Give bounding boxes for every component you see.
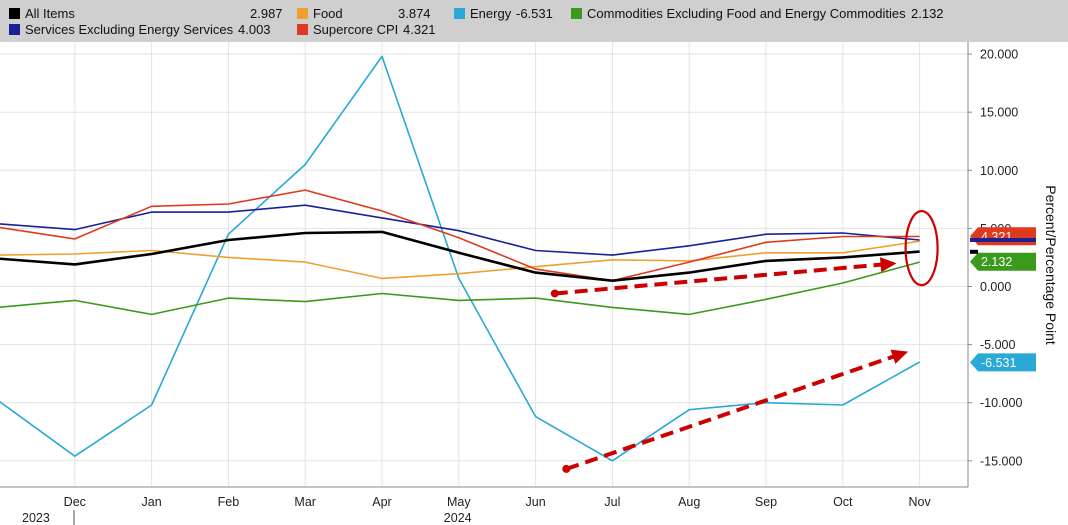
x-year-label: 2024 bbox=[444, 511, 472, 525]
legend-label: Energy bbox=[470, 6, 512, 21]
grid bbox=[0, 42, 968, 487]
x-tick-label: Mar bbox=[294, 495, 316, 509]
series-line bbox=[0, 55, 920, 462]
x-tick-label: Feb bbox=[218, 495, 240, 509]
arrow-head bbox=[879, 257, 897, 273]
value-badge-shape bbox=[970, 252, 1036, 271]
series-line bbox=[0, 204, 920, 256]
legend: All Items 2.987 Food 3.874 Energy -6.531 Commo… bbox=[0, 0, 1068, 42]
legend-swatch bbox=[9, 24, 20, 35]
legend-swatch bbox=[571, 8, 582, 19]
legend-value: 4.321 bbox=[403, 22, 436, 37]
trend-arrow bbox=[562, 349, 909, 473]
x-tick-label: Apr bbox=[372, 495, 391, 509]
legend-swatch bbox=[297, 24, 308, 35]
legend-value: 2.987 bbox=[250, 6, 283, 21]
y-tick-label: -5.000 bbox=[980, 338, 1015, 352]
y-tick-label: 10.000 bbox=[980, 164, 1018, 178]
series-line bbox=[0, 230, 920, 282]
value-badge: 2.132 bbox=[970, 252, 1036, 271]
series-line bbox=[0, 261, 920, 316]
x-tick-label: Nov bbox=[908, 495, 931, 509]
y-tick-label: 20.000 bbox=[980, 48, 1018, 62]
y-axis-title: Percent/Percentage Point bbox=[1043, 185, 1059, 345]
x-year-label: 2023 bbox=[22, 511, 50, 525]
y-tick-label: 15.000 bbox=[980, 106, 1018, 120]
value-badge-shape bbox=[970, 353, 1036, 372]
x-tick-label: Aug bbox=[678, 495, 700, 509]
legend-value: 4.003 bbox=[238, 22, 271, 37]
x-tick-label: Dec bbox=[64, 495, 86, 509]
value-badge: 4.321 bbox=[970, 227, 1036, 246]
legend-value: -6.531 bbox=[516, 6, 553, 21]
legend-label: Commodities Excluding Food and Energy Co… bbox=[587, 6, 906, 21]
legend-value: 3.874 bbox=[398, 6, 431, 21]
value-badge-marker bbox=[970, 249, 978, 254]
legend-label: Supercore CPI bbox=[313, 22, 399, 37]
trend-arrow bbox=[550, 257, 897, 298]
legend-label: Services Excluding Energy Services bbox=[25, 22, 234, 37]
x-tick-label: Oct bbox=[833, 495, 853, 509]
y-tick-label: -10.000 bbox=[980, 396, 1022, 410]
x-tick-label: Jan bbox=[142, 495, 162, 509]
y-tick-label: 0.000 bbox=[980, 280, 1011, 294]
legend-label: Food bbox=[313, 6, 343, 21]
legend-swatch bbox=[9, 8, 20, 19]
arrow-shaft bbox=[554, 262, 884, 296]
x-tick-label: Jul bbox=[604, 495, 620, 509]
x-tick-label: May bbox=[447, 495, 471, 509]
series-line bbox=[0, 189, 920, 282]
legend-swatch bbox=[297, 8, 308, 19]
arrow-shaft bbox=[565, 353, 897, 471]
highlight-circle bbox=[904, 210, 939, 287]
value-badge-label: 2.132 bbox=[981, 255, 1012, 269]
legend-value: 2.132 bbox=[911, 6, 944, 21]
x-tick-label: Jun bbox=[526, 495, 546, 509]
y-tick-label: -15.000 bbox=[980, 454, 1022, 468]
x-tick-label: Sep bbox=[755, 495, 777, 509]
legend-swatch bbox=[454, 8, 465, 19]
value-badge: -6.531 bbox=[970, 353, 1036, 372]
series-line bbox=[0, 240, 920, 280]
arrow-head bbox=[890, 349, 909, 364]
value-badge-marker bbox=[970, 237, 1036, 242]
value-badge-label: -6.531 bbox=[981, 356, 1016, 370]
legend-label: All Items bbox=[25, 6, 75, 21]
